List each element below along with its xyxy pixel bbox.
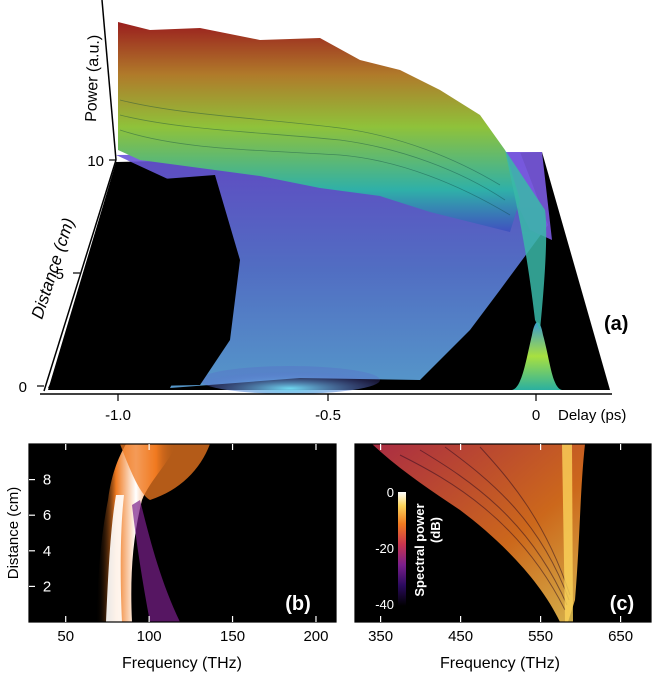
panel-c-xtick-label: 450 (448, 628, 473, 645)
panel-b-ylabel: Distance (cm) (5, 487, 22, 580)
panel-c-fringes (399, 446, 571, 611)
delay-axis-label: Delay (ps) (558, 407, 626, 424)
input-pulse-peak (512, 322, 562, 390)
panel-b-xtick-label: 50 (57, 628, 74, 645)
panel-b-y-ticks: 2 4 6 8 (29, 472, 51, 595)
distance-tick-10: 10 (87, 153, 104, 170)
distance-ticks (37, 159, 116, 387)
panel-b-core (106, 495, 124, 622)
delay-tick--1.0: -1.0 (105, 407, 131, 424)
colorbar-label-line1: Spectral power (412, 503, 427, 596)
colorbar (398, 492, 406, 606)
panel-c-xtick-label: 550 (528, 628, 553, 645)
panel-b-upper-fan (120, 444, 210, 500)
panel-c-spectral-fan (372, 444, 585, 622)
panel-a-label: (a) (604, 313, 628, 335)
axes-frame (40, 0, 612, 395)
panel-b-ytick-label: 8 (43, 472, 51, 489)
panel-c-heatmap: 0 -20 -40 Spectral power (dB) 350 450 550 6… (354, 443, 652, 672)
colorbar-tick--40: -40 (375, 597, 394, 612)
panel-b-x-ticks: 50 100 150 200 (57, 444, 328, 645)
delay-tick--0.5: -0.5 (315, 407, 341, 424)
distance-tick-0: 0 (19, 379, 27, 396)
panel-b-xtick-label: 200 (303, 628, 328, 645)
colorbar-tick--20: -20 (375, 541, 394, 556)
panel-a-surface-plot: 0 5 10 Distance (cm) Power (a.u.) -1.0 -… (19, 0, 628, 424)
panel-c-xlabel: Frequency (THz) (440, 655, 560, 672)
panel-b-heatmap: 50 100 150 200 2 4 6 8 Frequency (THz) Distanc… (5, 443, 337, 672)
panel-c-label: (c) (610, 593, 634, 615)
panel-b-ytick-label: 6 (43, 507, 51, 524)
surface-wall (118, 22, 520, 232)
panel-c-x-ticks: 350 450 550 650 (368, 444, 633, 645)
panel-b-ytick-label: 4 (43, 543, 51, 560)
distance-tick-5: 5 (56, 266, 64, 283)
wall-ripples (119, 99, 511, 216)
panel-b-xtick-label: 150 (220, 628, 245, 645)
panel-c-xtick-label: 350 (368, 628, 393, 645)
panel-c-frame (354, 443, 652, 623)
panel-b-label: (b) (285, 593, 311, 615)
input-pulse-ridge (505, 150, 547, 330)
delay-tick-0: 0 (532, 407, 540, 424)
colorbar-label-line2: (dB) (428, 517, 443, 543)
panel-c-xtick-label: 650 (608, 628, 633, 645)
floor-black-wedge (48, 175, 240, 388)
panel-b-tail (132, 500, 180, 622)
colorbar-tick-0: 0 (387, 485, 394, 500)
panel-b-ytick-label: 2 (43, 578, 51, 595)
panel-b-xlabel: Frequency (THz) (122, 655, 242, 672)
dispersive-wave-bump (200, 366, 380, 394)
panel-b-xtick-label: 100 (137, 628, 162, 645)
panel-c-pump-line (562, 444, 573, 622)
delay-ticks (117, 394, 537, 401)
panel-b-frame (28, 443, 337, 623)
power-axis-label: Power (a.u.) (83, 34, 103, 122)
